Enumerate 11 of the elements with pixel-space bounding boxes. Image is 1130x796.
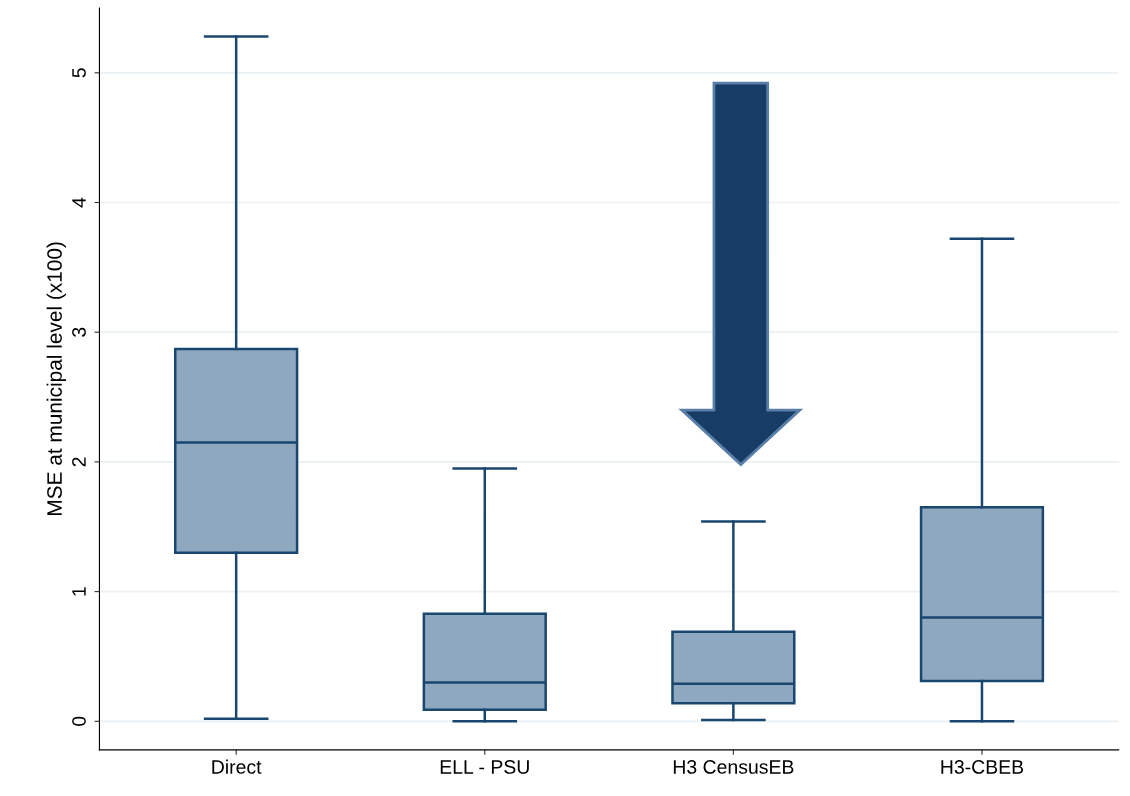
x-tick-label: H3 CensusEB: [673, 760, 794, 774]
x-tick-label: Direct: [212, 759, 262, 774]
y-tick-label: 0: [72, 716, 86, 726]
y-tick-label: 1: [72, 587, 86, 596]
y-axis-title: MSE at municipal level (x100): [46, 242, 67, 515]
y-tick-label: 3: [72, 327, 86, 337]
y-tick-label: 5: [72, 68, 86, 78]
x-tick-label: ELL - PSU: [440, 760, 529, 774]
y-tick-label: 2: [72, 457, 86, 467]
x-tick-label: H3-CBEB: [941, 760, 1024, 774]
y-tick-label: 4: [72, 197, 86, 208]
